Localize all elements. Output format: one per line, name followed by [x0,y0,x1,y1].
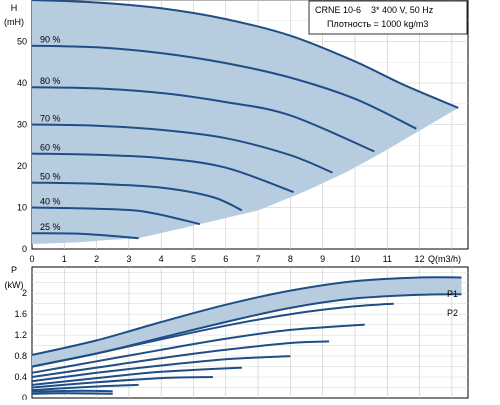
head-y-tick-label: 50 [17,37,27,47]
head-curve-90-percent [31,44,417,130]
x-tick-label: 9 [320,254,325,264]
head-curve-50-percent [31,181,243,212]
head-curve-label: 90 % [40,35,61,45]
head-y-tick-label: 40 [17,78,27,88]
head-curve-label: 25 % [40,222,61,232]
x-tick-label: 10 [350,254,360,264]
power-curve-speed-7 [31,376,213,389]
x-tick-label: 7 [256,254,261,264]
x-tick-label: 12 [415,254,425,264]
head-curve-label: 40 % [40,197,61,207]
head-curve-80-percent [31,86,375,153]
head-curves [31,0,459,240]
x-tick-label: 11 [383,254,392,264]
power-y-tick-label: 1.2 [14,330,27,340]
power-curve-speed-6 [31,366,242,386]
power-y-tick-label: 0.8 [14,351,27,361]
power-curves [31,276,462,395]
power-y-ticks: 0 0.4 0.8 1.2 1.6 2 [14,288,27,403]
x-tick-label: 4 [159,254,164,264]
legend-density-text: Плотность = 1000 kg/m3 [327,19,428,29]
p1-label: P1 [447,289,458,299]
power-y-tick-label: 2 [22,288,27,298]
head-chart: 100 %90 %80 %70 %60 %50 %40 %25 % 010203… [4,0,469,264]
power-y-tick-label: 1.6 [14,309,27,319]
head-y-tick-label: 0 [22,244,27,254]
head-y-tick-label: 10 [17,203,27,213]
x-tick-label: 5 [191,254,196,264]
power-curve-speed-8 [31,383,139,392]
power-curve-speed-2 [31,302,394,368]
head-y-tick-label: 30 [17,120,27,130]
legend-box [308,0,468,35]
head-curve-label: 70 % [40,114,61,124]
head-ylabel-line1: H [11,3,18,13]
power-ylabel-line2: (kW) [5,280,24,290]
power-curve-speed-5 [31,355,291,383]
power-chart: 0 0.4 0.8 1.2 1.6 2 P (kW) P1 P2 [5,265,469,403]
x-tick-label: 6 [223,254,228,264]
head-curve-40-percent [31,206,201,226]
head-curve-70-percent [31,123,333,174]
x-tick-label: 0 [29,254,34,264]
head-curve-label: 60 % [40,143,61,153]
power-ylabel-line1: P [11,265,17,275]
head-curve-60-percent [31,152,294,194]
power-curve-speed-4 [31,340,330,378]
x-tick-label: 8 [288,254,293,264]
head-curve-25-percent [31,232,139,240]
head-curve-label: 80 % [40,76,61,86]
head-xlabel: Q(m3/h) [428,254,461,264]
head-y-tick-label: 20 [17,161,27,171]
power-curve-speed-9 [31,389,113,393]
power-curve-p1 [31,276,462,356]
power-y-tick-label: 0 [22,393,27,400]
head-ylabel-line2: (mH) [4,17,24,27]
legend-model-text: CRNE 10-6 3* 400 V, 50 Hz [315,5,434,15]
power-curve-speed-10 [31,392,113,395]
power-y-tick-label: 0.4 [14,372,27,382]
head-curve-labels: 100 %90 %80 %70 %60 %50 %40 %25 % [40,35,61,233]
power-curve-speed-3 [31,323,365,374]
head-curve-100-percent [31,0,459,109]
p2-label: P2 [447,308,458,318]
head-x-ticks: 0 1 2 3 4 5 6 7 8 9 10 11 12 [29,254,424,264]
x-tick-label: 1 [62,254,67,264]
head-y-ticks: 0 10 20 30 40 50 [17,37,27,255]
x-tick-label: 3 [126,254,131,264]
x-tick-label: 2 [94,254,99,264]
head-curve-label: 50 % [40,172,61,182]
